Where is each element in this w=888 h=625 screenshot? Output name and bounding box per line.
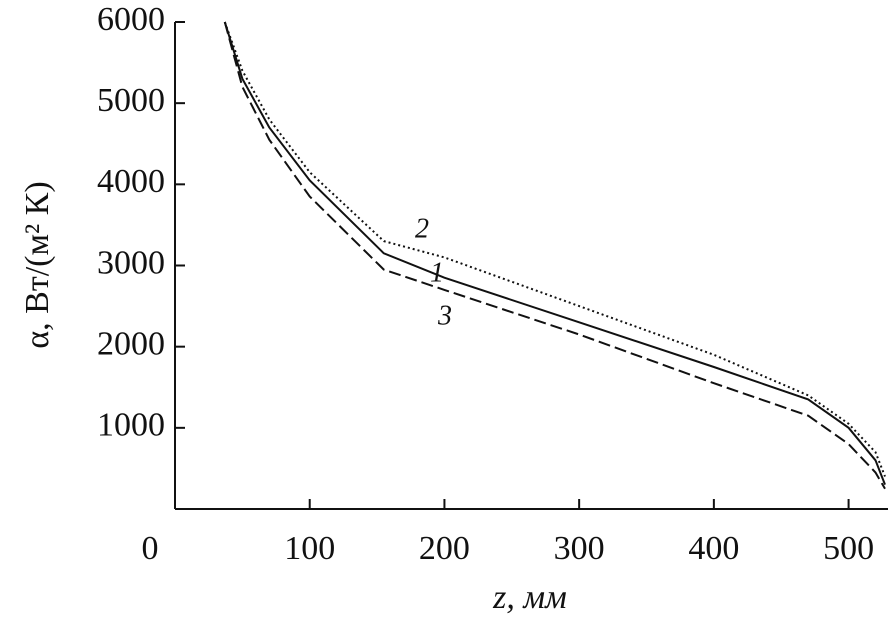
series-label: 2 — [415, 213, 429, 244]
x-tick-label: 200 — [419, 530, 470, 567]
y-tick-label: 6000 — [97, 1, 165, 38]
x-axis-label: z, мм — [492, 579, 567, 616]
line-series — [223, 21, 886, 490]
x-tick-label: 400 — [688, 530, 739, 567]
x-tick-label: 100 — [284, 530, 335, 567]
y-axis-label: α, Вт/(м² К) — [19, 181, 56, 348]
y-tick-label: 3000 — [97, 244, 165, 281]
y-tick-label: 2000 — [97, 325, 165, 362]
x-tick-label: 500 — [823, 530, 874, 567]
y-tick-label: 1000 — [97, 407, 165, 444]
x-tick-label: 0 — [142, 530, 159, 567]
series-label: 3 — [437, 300, 452, 331]
x-tick-label: 300 — [554, 530, 605, 567]
y-tick-label: 5000 — [97, 82, 165, 119]
y-tick-label: 4000 — [97, 163, 165, 200]
line-series — [223, 21, 886, 485]
series-label: 1 — [430, 257, 444, 288]
